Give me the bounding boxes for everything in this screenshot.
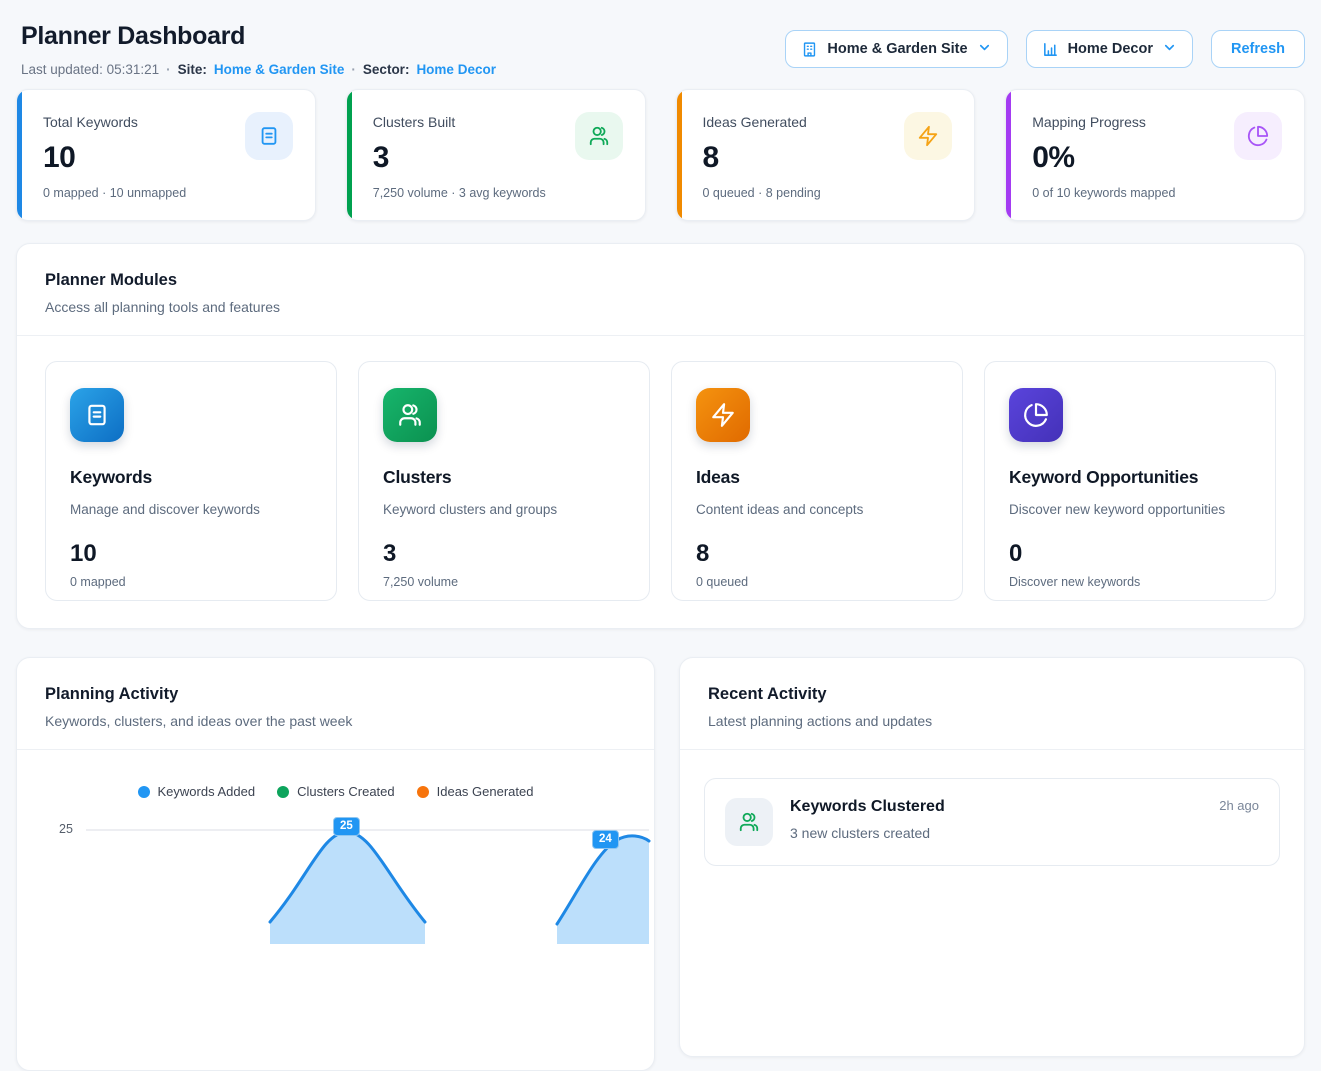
document-icon	[70, 388, 124, 442]
modules-grid: Keywords Manage and discover keywords 10…	[17, 336, 1304, 628]
stat-subtext: 0 mapped · 10 unmapped	[43, 186, 293, 200]
header-toolbar: Home & Garden Site Home Decor Refresh	[785, 22, 1305, 68]
stat-card-mapping-progress: Mapping Progress 0% 0 of 10 keywords map…	[1005, 89, 1305, 221]
stat-accent-bar	[17, 90, 22, 220]
meta-separator: ·	[351, 62, 356, 77]
stats-row: Total Keywords 10 0 mapped · 10 unmapped…	[0, 89, 1321, 221]
legend-label: Ideas Generated	[437, 784, 534, 799]
stat-card-clusters-built: Clusters Built 3 7,250 volume · 3 avg ke…	[346, 89, 646, 221]
header-left: Planner Dashboard Last updated: 05:31:21…	[21, 22, 496, 77]
building-icon	[801, 41, 818, 58]
module-card-clusters[interactable]: Clusters Keyword clusters and groups 3 7…	[358, 361, 650, 601]
activity-description: 3 new clusters created	[790, 825, 1259, 841]
zap-icon	[696, 388, 750, 442]
module-description: Content ideas and concepts	[696, 502, 938, 517]
module-title: Clusters	[383, 467, 625, 488]
zap-icon	[904, 112, 952, 160]
activity-list: Keywords Clustered 2h ago 3 new clusters…	[680, 750, 1304, 894]
recent-activity-panel: Recent Activity Latest planning actions …	[679, 657, 1305, 1057]
stat-subtext: 7,250 volume · 3 avg keywords	[373, 186, 623, 200]
panel-subtitle: Access all planning tools and features	[45, 299, 1276, 315]
module-card-keyword-opportunities[interactable]: Keyword Opportunities Discover new keywo…	[984, 361, 1276, 601]
site-selector-dropdown[interactable]: Home & Garden Site	[785, 30, 1007, 68]
module-subtext: 7,250 volume	[383, 575, 625, 589]
planning-activity-header: Planning Activity Keywords, clusters, an…	[17, 658, 654, 749]
legend-dot-orange	[417, 786, 429, 798]
recent-activity-header: Recent Activity Latest planning actions …	[680, 658, 1304, 749]
last-updated-text: Last updated: 05:31:21	[21, 62, 159, 77]
module-value: 3	[383, 540, 625, 568]
page-header: Planner Dashboard Last updated: 05:31:21…	[0, 0, 1321, 77]
page-title: Planner Dashboard	[21, 22, 496, 51]
stat-accent-bar	[677, 90, 682, 220]
document-icon	[245, 112, 293, 160]
bottom-row: Planning Activity Keywords, clusters, an…	[0, 657, 1321, 1071]
site-link[interactable]: Home & Garden Site	[214, 62, 345, 77]
planning-activity-panel: Planning Activity Keywords, clusters, an…	[16, 657, 655, 1071]
stat-card-ideas-generated: Ideas Generated 8 0 queued · 8 pending	[676, 89, 976, 221]
module-value: 0	[1009, 540, 1251, 568]
activity-timestamp: 2h ago	[1219, 798, 1259, 813]
site-selector-label: Home & Garden Site	[827, 41, 967, 57]
users-icon	[383, 388, 437, 442]
sector-selector-label: Home Decor	[1068, 41, 1153, 57]
stat-accent-bar	[347, 90, 352, 220]
module-title: Keyword Opportunities	[1009, 467, 1251, 488]
activity-item-keywords-clustered: Keywords Clustered 2h ago 3 new clusters…	[704, 778, 1280, 866]
chevron-down-icon	[1162, 40, 1177, 59]
users-icon	[575, 112, 623, 160]
module-description: Discover new keyword opportunities	[1009, 502, 1251, 517]
module-value: 8	[696, 540, 938, 568]
panel-title: Planning Activity	[45, 685, 626, 704]
bar-chart-icon	[1042, 41, 1059, 58]
pie-chart-icon	[1234, 112, 1282, 160]
module-title: Keywords	[70, 467, 312, 488]
module-subtext: 0 mapped	[70, 575, 312, 589]
legend-item-ideas-generated[interactable]: Ideas Generated	[417, 784, 534, 799]
panel-title: Recent Activity	[708, 685, 1276, 704]
meta-separator: ·	[166, 62, 171, 77]
chevron-down-icon	[977, 40, 992, 59]
stat-subtext: 0 of 10 keywords mapped	[1032, 186, 1282, 200]
activity-body: Keywords Clustered 2h ago 3 new clusters…	[790, 798, 1259, 846]
data-point-label-25: 25	[333, 817, 360, 836]
legend-dot-green	[277, 786, 289, 798]
legend-dot-blue	[138, 786, 150, 798]
legend-label: Keywords Added	[158, 784, 256, 799]
site-label: Site:	[178, 62, 207, 77]
planner-modules-panel: Planner Modules Access all planning tool…	[16, 243, 1305, 629]
stat-accent-bar	[1006, 90, 1011, 220]
module-subtext: Discover new keywords	[1009, 575, 1251, 589]
module-description: Keyword clusters and groups	[383, 502, 625, 517]
stat-card-total-keywords: Total Keywords 10 0 mapped · 10 unmapped	[16, 89, 316, 221]
module-description: Manage and discover keywords	[70, 502, 312, 517]
module-card-ideas[interactable]: Ideas Content ideas and concepts 8 0 que…	[671, 361, 963, 601]
panel-subtitle: Latest planning actions and updates	[708, 713, 1276, 729]
panel-subtitle: Keywords, clusters, and ideas over the p…	[45, 713, 626, 729]
planner-modules-header: Planner Modules Access all planning tool…	[17, 244, 1304, 335]
page-meta: Last updated: 05:31:21 · Site: Home & Ga…	[21, 62, 496, 77]
planning-activity-chart: Keywords Added Clusters Created Ideas Ge…	[17, 750, 654, 1070]
users-icon	[725, 798, 773, 846]
data-point-label-24: 24	[592, 830, 619, 849]
stat-subtext: 0 queued · 8 pending	[703, 186, 953, 200]
module-title: Ideas	[696, 467, 938, 488]
activity-top-row: Keywords Clustered 2h ago	[790, 798, 1259, 816]
legend-label: Clusters Created	[297, 784, 395, 799]
activity-title: Keywords Clustered	[790, 798, 945, 816]
chart-legend: Keywords Added Clusters Created Ideas Ge…	[17, 750, 654, 799]
refresh-button[interactable]: Refresh	[1211, 30, 1305, 68]
legend-item-keywords-added[interactable]: Keywords Added	[138, 784, 256, 799]
pie-chart-icon	[1009, 388, 1063, 442]
sector-link[interactable]: Home Decor	[416, 62, 496, 77]
sector-label: Sector:	[363, 62, 410, 77]
sector-selector-dropdown[interactable]: Home Decor	[1026, 30, 1193, 68]
panel-title: Planner Modules	[45, 271, 1276, 290]
module-subtext: 0 queued	[696, 575, 938, 589]
module-value: 10	[70, 540, 312, 568]
legend-item-clusters-created[interactable]: Clusters Created	[277, 784, 395, 799]
module-card-keywords[interactable]: Keywords Manage and discover keywords 10…	[45, 361, 337, 601]
